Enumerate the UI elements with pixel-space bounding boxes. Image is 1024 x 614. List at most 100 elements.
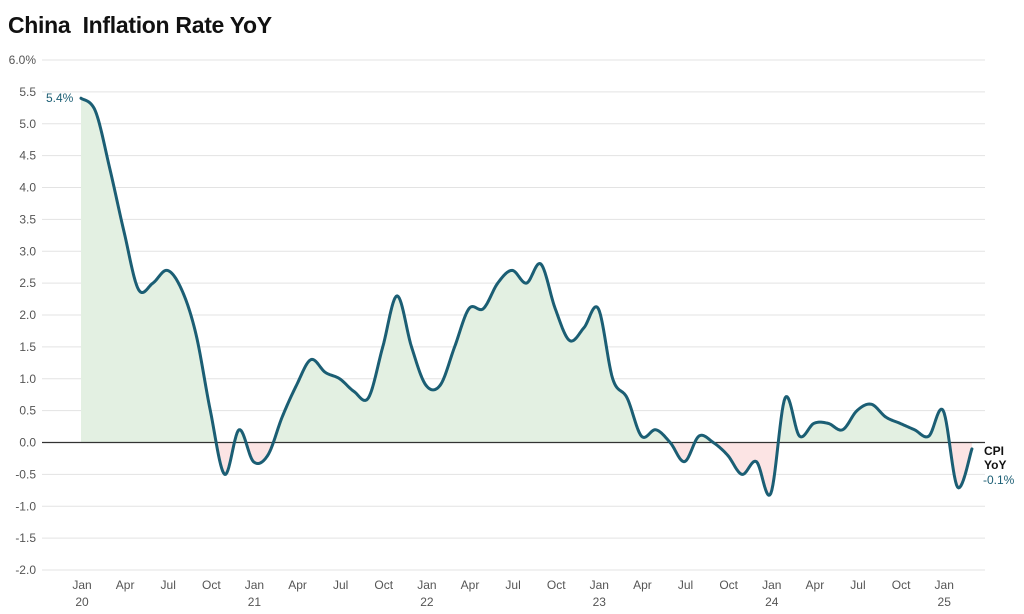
data-point xyxy=(654,428,658,432)
data-point xyxy=(481,307,485,311)
data-point xyxy=(970,447,974,451)
data-point xyxy=(912,428,916,432)
data-point xyxy=(510,268,514,272)
y-tick-label: 5.5 xyxy=(19,85,36,99)
annotations: 5.4% CPI YoY -0.1% xyxy=(46,91,1015,487)
data-point xyxy=(711,441,715,445)
data-point xyxy=(798,434,802,438)
x-tick-label: Jan xyxy=(72,578,91,592)
data-point xyxy=(812,421,816,425)
data-point xyxy=(323,370,327,374)
y-axis-ticks: 6.0% 5.5 5.0 4.5 4.0 3.5 3.0 2.5 2.0 1.5 1.0 0.5 0.0… xyxy=(9,53,37,577)
negative-area-fill xyxy=(670,442,695,462)
data-point xyxy=(841,428,845,432)
start-value-label: 5.4% xyxy=(46,91,74,105)
x-tick-year-label: 24 xyxy=(765,595,779,609)
data-point xyxy=(568,339,572,343)
y-tick-label: 5.0 xyxy=(19,117,36,131)
x-tick-label: Jul xyxy=(333,578,348,592)
data-point xyxy=(884,415,888,419)
data-point xyxy=(366,396,370,400)
data-point xyxy=(855,409,859,413)
area-fills xyxy=(42,98,985,496)
data-point xyxy=(122,230,126,234)
data-point xyxy=(280,415,284,419)
x-tick-label: Jul xyxy=(678,578,693,592)
y-tick-label: 3.0 xyxy=(19,244,36,258)
y-tick-label: -2.0 xyxy=(15,563,36,577)
end-value-label: -0.1% xyxy=(983,473,1015,487)
series-lines xyxy=(79,96,974,497)
y-tick-label: 2.5 xyxy=(19,276,36,290)
x-tick-label: Apr xyxy=(288,578,307,592)
x-tick-year-label: 20 xyxy=(75,595,89,609)
cpi-yoy-line xyxy=(79,96,974,497)
x-tick-label: Oct xyxy=(202,578,221,592)
y-tick-label: 0.0 xyxy=(19,436,36,450)
data-point xyxy=(251,460,255,464)
x-axis-ticks: Jan 20 Apr Jul Oct Jan 21 Apr Jul Oct Jan 22 Apr Jul O… xyxy=(72,578,954,609)
x-tick-year-label: 21 xyxy=(248,595,262,609)
chart-title: China Inflation Rate YoY xyxy=(8,12,272,38)
x-tick-label: Jul xyxy=(505,578,520,592)
x-tick-label: Jan xyxy=(590,578,609,592)
positive-area-fill xyxy=(778,396,950,443)
y-tick-label: -1.5 xyxy=(15,531,36,545)
data-point xyxy=(180,288,184,292)
series-end-label-line2: YoY xyxy=(984,458,1006,472)
x-tick-label: Jan xyxy=(935,578,954,592)
data-point xyxy=(582,326,586,330)
x-tick-year-label: 22 xyxy=(420,595,434,609)
data-point xyxy=(266,453,270,457)
x-tick-label: Jul xyxy=(850,578,865,592)
y-tick-label: 1.5 xyxy=(19,340,36,354)
positive-area-fill xyxy=(81,98,217,443)
data-point xyxy=(395,294,399,298)
y-tick-label: 4.5 xyxy=(19,149,36,163)
data-point xyxy=(208,409,212,413)
data-point xyxy=(596,307,600,311)
y-tick-label: -1.0 xyxy=(15,499,36,513)
data-point xyxy=(151,281,155,285)
x-tick-label: Oct xyxy=(892,578,911,592)
data-point xyxy=(956,485,960,489)
data-point xyxy=(453,345,457,349)
data-point xyxy=(381,345,385,349)
positive-area-fill xyxy=(273,263,671,443)
data-point xyxy=(338,377,342,381)
data-point xyxy=(108,166,112,170)
data-point xyxy=(927,434,931,438)
data-point xyxy=(668,441,672,445)
y-tick-label: -0.5 xyxy=(15,467,36,481)
y-tick-label: 6.0% xyxy=(9,53,37,67)
data-point xyxy=(754,460,758,464)
x-tick-label: Oct xyxy=(374,578,393,592)
negative-area-fill xyxy=(216,442,235,475)
data-point xyxy=(726,453,730,457)
data-point xyxy=(683,460,687,464)
x-tick-label: Jan xyxy=(762,578,781,592)
x-tick-label: Apr xyxy=(633,578,652,592)
x-tick-label: Jan xyxy=(417,578,436,592)
data-point xyxy=(783,396,787,400)
data-point xyxy=(424,383,428,387)
data-point xyxy=(625,396,629,400)
y-tick-label: 0.5 xyxy=(19,404,36,418)
y-tick-label: 3.5 xyxy=(19,212,36,226)
data-point xyxy=(826,421,830,425)
x-tick-label: Oct xyxy=(719,578,738,592)
x-tick-label: Jan xyxy=(245,578,264,592)
data-point xyxy=(295,383,299,387)
data-point xyxy=(194,332,198,336)
data-point xyxy=(467,307,471,311)
data-point xyxy=(553,307,557,311)
data-point xyxy=(165,268,169,272)
x-tick-label: Apr xyxy=(806,578,825,592)
data-point xyxy=(79,96,83,100)
data-point xyxy=(93,109,97,113)
x-tick-label: Jul xyxy=(161,578,176,592)
x-tick-label: Oct xyxy=(547,578,566,592)
data-point xyxy=(539,262,543,266)
data-point xyxy=(309,358,313,362)
